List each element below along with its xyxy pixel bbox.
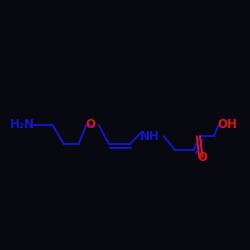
Text: H₂N: H₂N: [10, 118, 35, 132]
Text: O: O: [198, 151, 207, 164]
Text: OH: OH: [218, 118, 238, 132]
Text: NH: NH: [140, 130, 160, 143]
Text: O: O: [85, 118, 95, 132]
